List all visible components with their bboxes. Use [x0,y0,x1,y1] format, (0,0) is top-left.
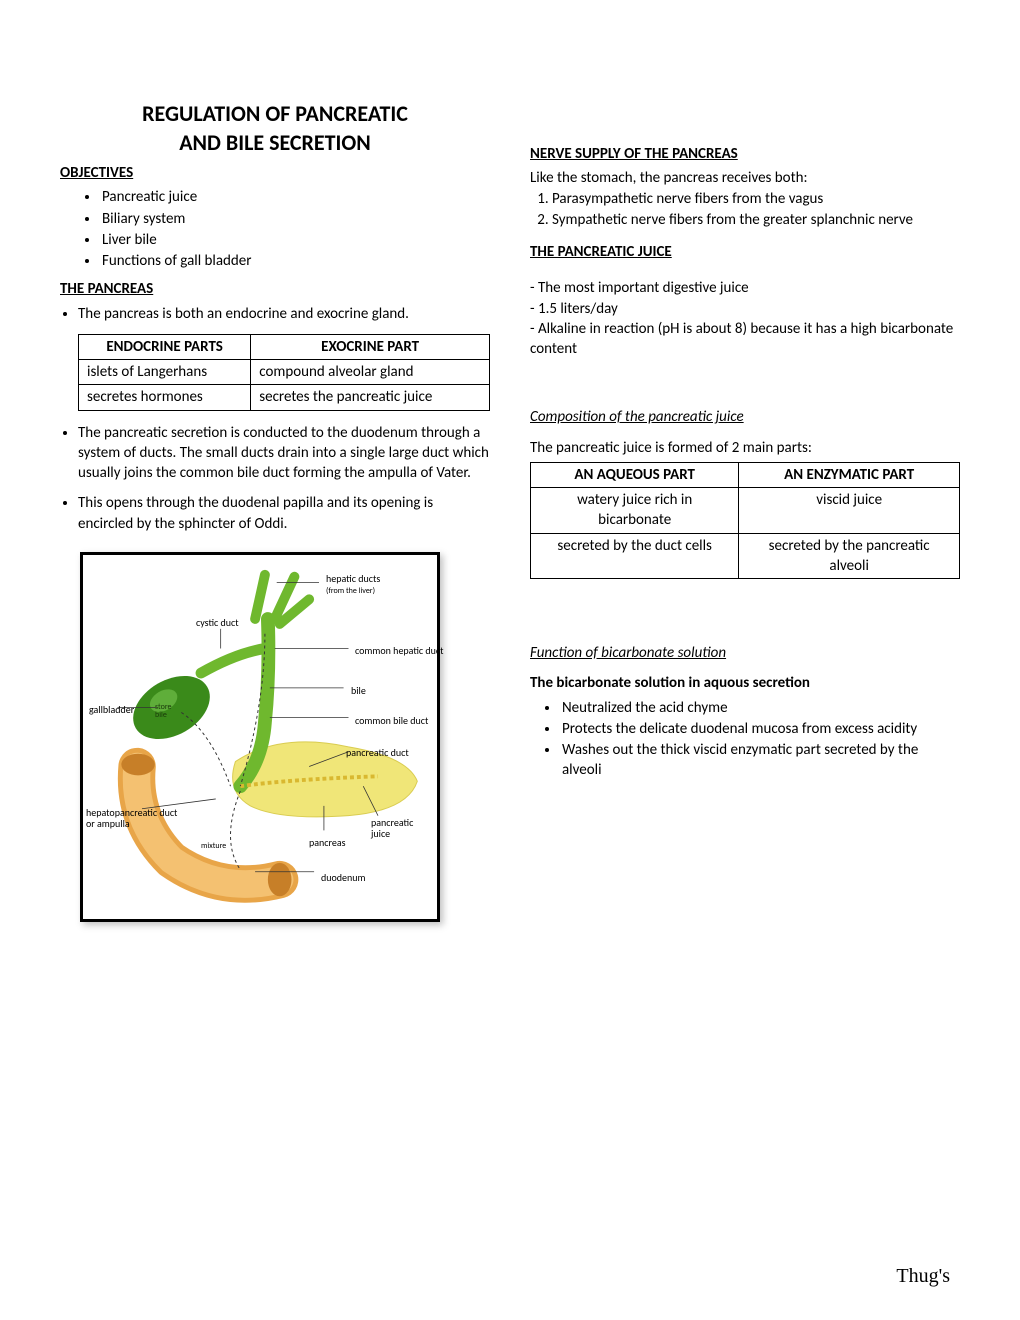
page-signature: Thug's [896,1263,950,1290]
table-cell: islets of Langerhans [79,360,251,385]
label-pancreatic-juice: pancreaticjuice [371,817,413,839]
list-item: Sympathetic nerve fibers from the greate… [552,210,960,230]
table-cell: secreted by the duct cells [531,533,739,579]
list-item: Functions of gall bladder [100,251,490,271]
label-pancreas: pancreas [309,837,346,848]
right-column: NERVE SUPPLY OF THE PANCREAS Like the st… [530,100,960,922]
list-item: This opens through the duodenal papilla … [78,493,490,534]
nerve-heading: NERVE SUPPLY OF THE PANCREAS [530,144,960,164]
objectives-heading: OBJECTIVES [60,163,490,183]
pancreas-intro: The pancreas is both an endocrine and ex… [78,305,409,323]
pancreas-table: ENDOCRINE PARTS EXOCRINE PART islets of … [78,334,490,411]
label-gallbladder: gallbladder [89,704,134,715]
table-header: AN ENZYMATIC PART [739,462,960,487]
anatomy-diagram: hepatic ducts (from the liver) cystic du… [80,552,440,922]
dash-item: - The most important digestive juice [530,278,960,298]
list-item: Pancreatic juice [100,187,490,207]
table-cell: secretes hormones [79,385,251,410]
title-line-2: AND BILE SECRETION [179,129,371,156]
table-header: EXOCRINE PART [251,334,490,359]
composition-table: AN AQUEOUS PART AN ENZYMATIC PART watery… [530,462,960,579]
bicarb-list: Neutralized the acid chyme Protects the … [530,698,960,781]
table-cell: watery juice rich in bicarbonate [531,488,739,534]
juice-heading: THE PANCREATIC JUICE [530,242,960,262]
list-item: Parasympathetic nerve fibers from the va… [552,189,960,209]
dash-item: - Alkaline in reaction (pH is about 8) b… [530,319,960,360]
composition-heading: Composition of the pancreatic juice [530,407,960,427]
label-duodenum: duodenum [321,872,366,883]
diagram-svg [83,555,437,919]
juice-points: - The most important digestive juice - 1… [530,278,960,359]
composition-intro: The pancreatic juice is formed of 2 main… [530,438,960,458]
table-header: AN AQUEOUS PART [531,462,739,487]
label-cystic-duct: cystic duct [196,617,239,628]
nerve-intro: Like the stomach, the pancreas receives … [530,168,960,188]
left-column: REGULATION OF PANCREATIC AND BILE SECRET… [60,100,490,922]
bicarb-heading: Function of bicarbonate solution [530,643,960,663]
pancreas-heading: THE PANCREAS [60,279,490,299]
list-item: Liver bile [100,230,490,250]
two-column-layout: REGULATION OF PANCREATIC AND BILE SECRET… [60,100,960,922]
list-item: Washes out the thick viscid enzymatic pa… [560,740,960,781]
label-pancreatic-duct: pancreatic duct [346,747,409,758]
table-cell: secreted by the pancreatic alveoli [739,533,960,579]
label-bile: bile [351,685,366,696]
list-item: Neutralized the acid chyme [560,698,960,718]
label-common-hepatic: common hepatic duct [355,645,444,656]
label-mixture: mixture [201,842,226,851]
objectives-list: Pancreatic juice Biliary system Liver bi… [60,187,490,271]
label-store-bile: storebile [155,703,172,719]
table-header: ENDOCRINE PARTS [79,334,251,359]
table-cell: compound alveolar gland [251,360,490,385]
nerve-list: Parasympathetic nerve fibers from the va… [530,189,960,231]
pancreas-bullets: The pancreatic secretion is conducted to… [60,423,490,534]
list-item: The pancreas is both an endocrine and ex… [78,304,490,324]
label-hepatic-ducts: hepatic ducts (from the liver) [326,573,380,596]
title-line-1: REGULATION OF PANCREATIC [142,100,408,127]
dash-item: - 1.5 liters/day [530,299,960,319]
document-title: REGULATION OF PANCREATIC AND BILE SECRET… [60,100,490,157]
label-common-bile: common bile duct [355,715,428,726]
bicarb-sub: The bicarbonate solution in aquous secre… [530,673,960,693]
table-cell: secretes the pancreatic juice [251,385,490,410]
list-item: Biliary system [100,209,490,229]
table-cell: viscid juice [739,488,960,534]
list-item: The pancreatic secretion is conducted to… [78,423,490,484]
list-item: Protects the delicate duodenal mucosa fr… [560,719,960,739]
pancreas-list: The pancreas is both an endocrine and ex… [60,304,490,324]
label-hepatopancreatic: hepatopancreatic ductor ampulla [86,807,177,829]
